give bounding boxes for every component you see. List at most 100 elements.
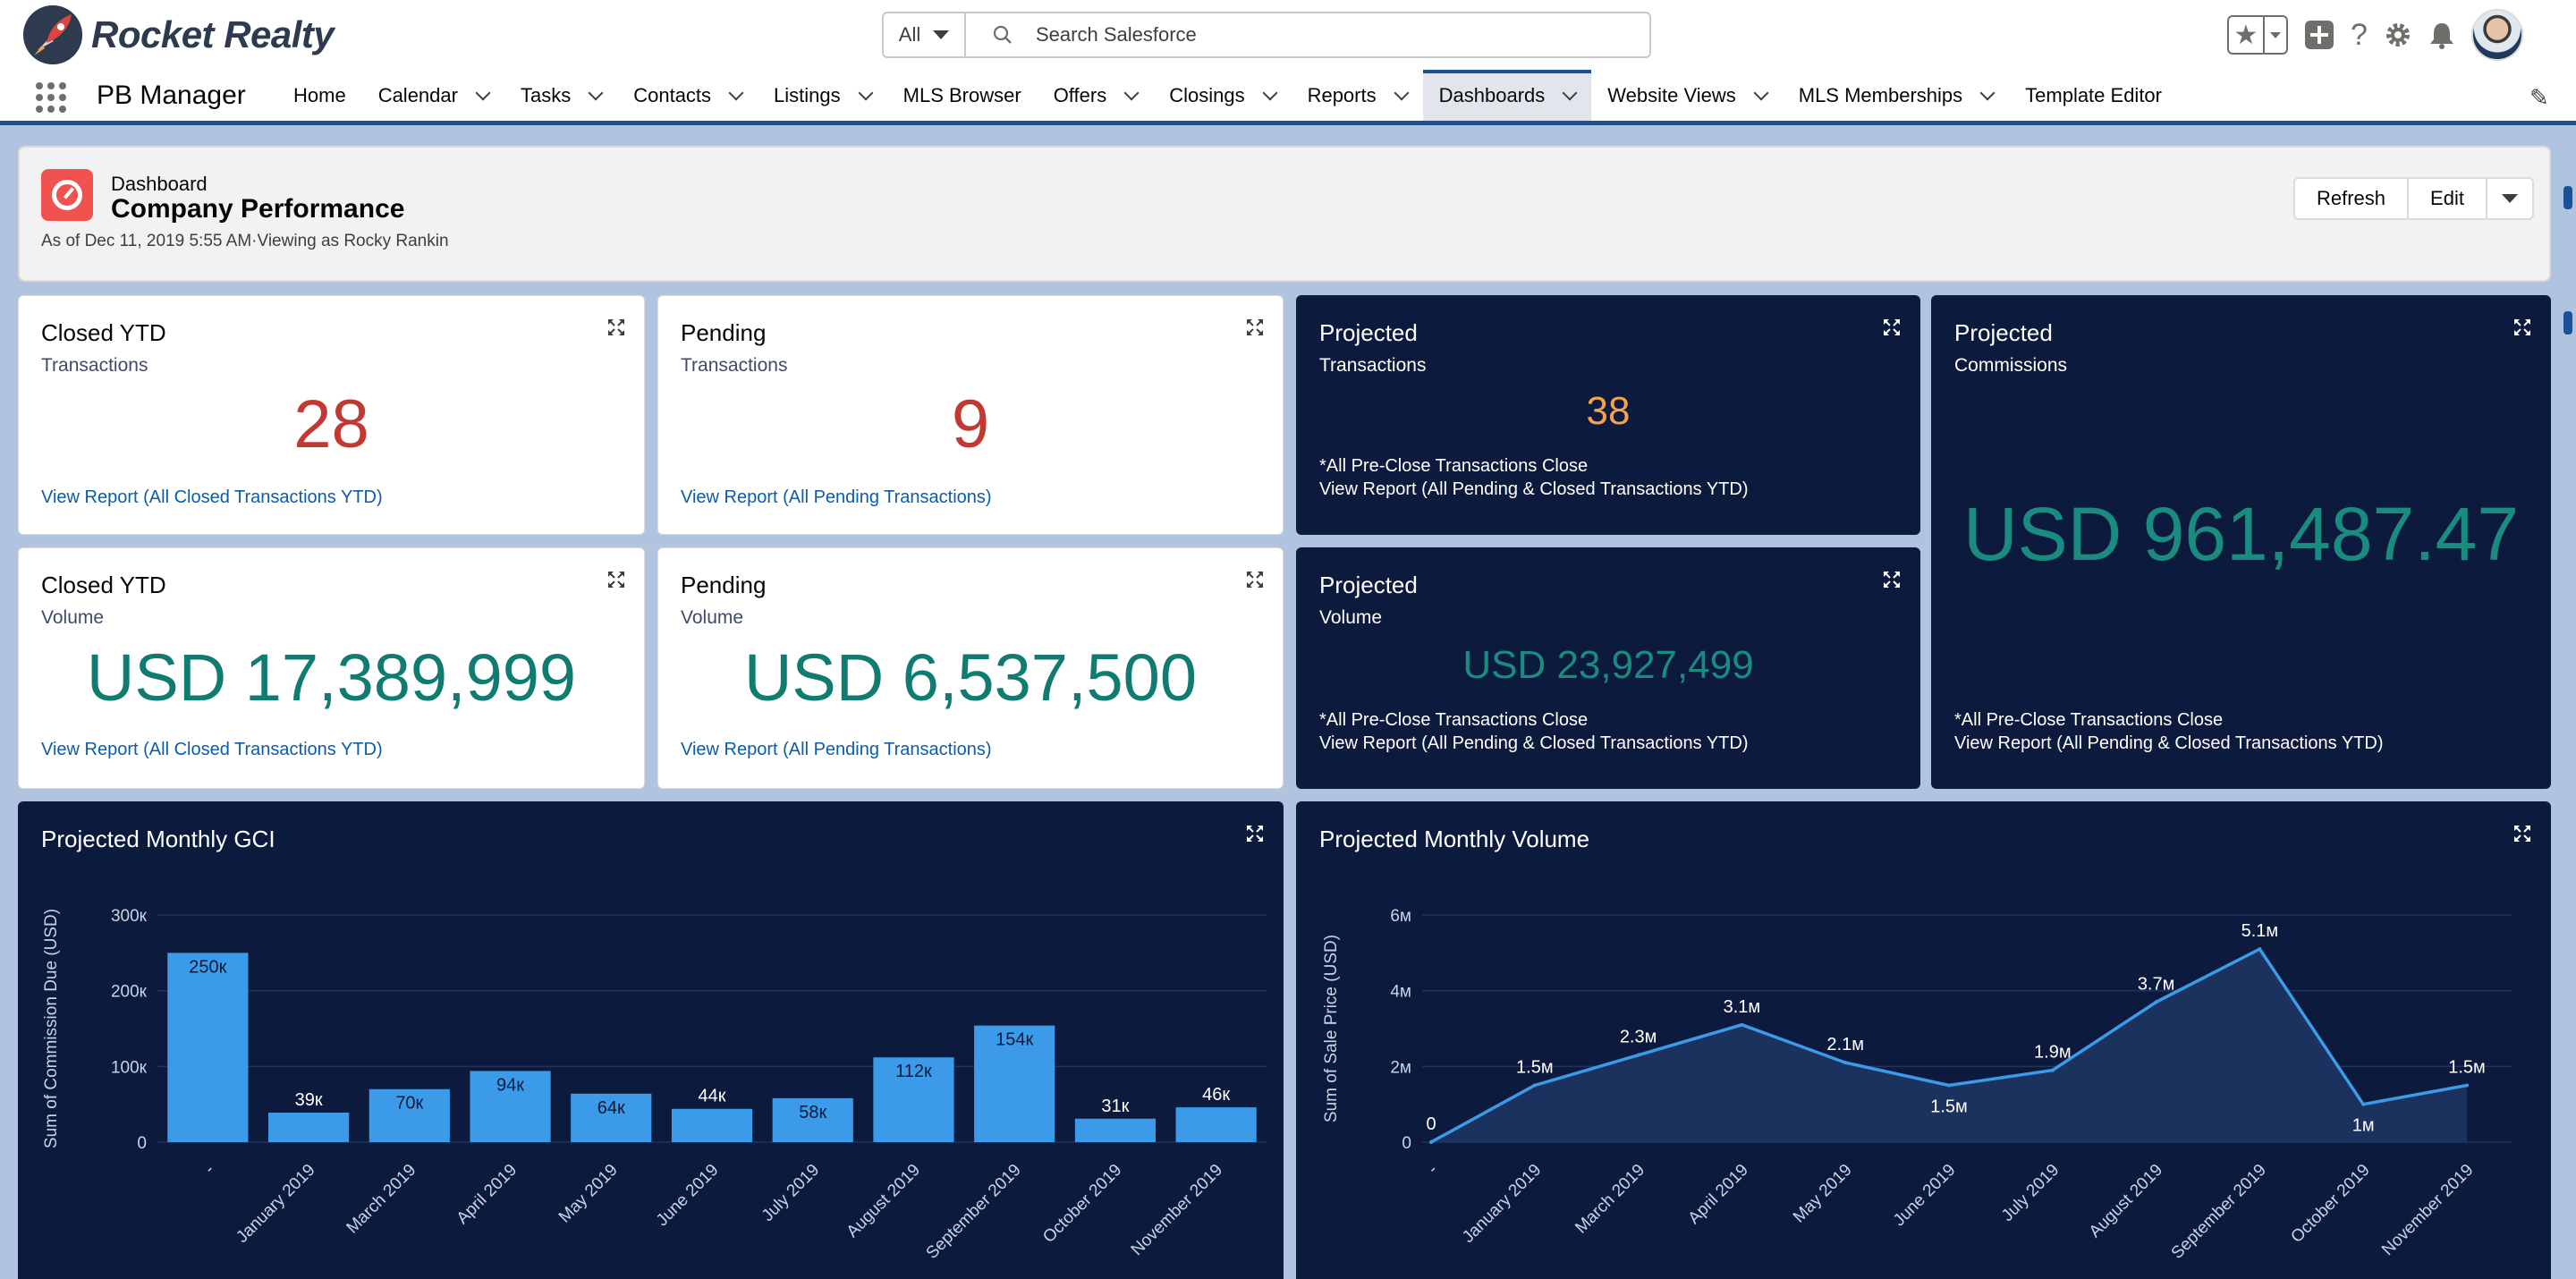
chevron-down-icon[interactable] [858, 85, 874, 100]
chart-title: Projected Monthly GCI [41, 826, 275, 852]
metric-value[interactable]: 9 [951, 386, 990, 462]
view-report-link[interactable]: View Report (All Pending Transactions) [681, 740, 992, 759]
search-icon [993, 25, 1012, 44]
nav-item-website-views[interactable]: Website Views [1591, 70, 1782, 121]
app-launcher-icon[interactable] [36, 82, 66, 113]
nav-item-contacts[interactable]: Contacts [617, 70, 758, 121]
chevron-down-icon[interactable] [728, 85, 744, 100]
x-tick-label: April 2019 [453, 1161, 521, 1228]
metric-value[interactable]: 28 [293, 386, 369, 462]
view-report-link[interactable]: View Report (All Closed Transactions YTD… [41, 487, 383, 507]
chevron-down-icon[interactable] [1562, 85, 1578, 100]
view-report-link[interactable]: View Report (All Closed Transactions YTD… [41, 740, 383, 759]
expand-icon[interactable] [1245, 824, 1265, 843]
nav-item-label: Offers [1053, 83, 1107, 106]
brand-logo[interactable]: Rocket Realty [23, 5, 335, 64]
x-tick-label: - [201, 1161, 218, 1178]
y-tick-label: 0 [1402, 1134, 1411, 1153]
search-scope-select[interactable]: All [884, 13, 966, 56]
expand-icon[interactable] [2512, 824, 2532, 843]
widget-closed-ytd-volume: Closed YTD Volume USD 17,389,999 View Re… [18, 547, 645, 789]
x-tick-label: January 2019 [233, 1161, 318, 1247]
expand-icon[interactable] [606, 318, 626, 337]
nav-item-mls-memberships[interactable]: MLS Memberships [1783, 70, 2009, 121]
widget-projected-volume: Projected Volume USD 23,927,499 *All Pre… [1296, 547, 1920, 789]
chart-title: Projected Monthly Volume [1319, 826, 1590, 852]
nav-item-label: Tasks [520, 83, 572, 106]
bar-chart[interactable]: 0 100к 200к 300к Sum of Commission Due (USD)… [19, 802, 1284, 1279]
nav-item-home[interactable]: Home [277, 70, 362, 121]
bar-data-label: 70к [395, 1094, 423, 1114]
widget-subtitle: Transactions [41, 355, 148, 376]
nav-item-dashboards[interactable]: Dashboards [1422, 70, 1592, 121]
widget-subtitle: Volume [41, 607, 105, 628]
metric-value[interactable]: USD 6,537,500 [743, 640, 1197, 715]
view-report-link[interactable]: View Report (All Pending & Closed Transa… [1954, 733, 2384, 753]
view-report-link[interactable]: View Report (All Pending Transactions) [681, 487, 992, 507]
refresh-button[interactable]: Refresh [2295, 179, 2410, 218]
nav-item-reports[interactable]: Reports [1292, 70, 1423, 121]
chevron-down-icon[interactable] [588, 85, 604, 100]
x-tick-label: June 2019 [1890, 1161, 1960, 1231]
area-chart[interactable]: 0 2м 4м 6м Sum of Sale Price (USD) 0 1.5м 2.3м 3… [1297, 802, 2552, 1279]
widget-subtitle: Transactions [1319, 355, 1427, 376]
metric-value[interactable]: USD 17,389,999 [86, 640, 577, 715]
user-avatar[interactable] [2470, 9, 2523, 61]
setup-button[interactable] [2384, 21, 2412, 49]
expand-icon[interactable] [1882, 318, 1902, 337]
chevron-down-icon[interactable] [1979, 85, 1996, 100]
point-data-label: 3.7м [2138, 974, 2175, 994]
caret-down-icon [2265, 31, 2286, 38]
nav-item-calendar[interactable]: Calendar [362, 70, 504, 121]
edit-button[interactable]: Edit [2409, 179, 2487, 218]
view-report-link[interactable]: View Report (All Pending & Closed Transa… [1319, 479, 1749, 499]
help-button[interactable]: ? [2351, 18, 2368, 53]
bar-data-label: 112к [895, 1062, 932, 1081]
bar-data-label: 154к [996, 1030, 1033, 1050]
side-panel-toggle[interactable] [2560, 302, 2576, 343]
expand-icon[interactable] [2512, 318, 2532, 337]
metric-value[interactable]: USD 961,487.47 [1962, 492, 2520, 576]
nav-item-closings[interactable]: Closings [1153, 70, 1291, 121]
nav-item-tasks[interactable]: Tasks [504, 70, 617, 121]
app-name: PB Manager [97, 80, 246, 110]
favorites-button[interactable]: ★ [2227, 15, 2288, 55]
expand-icon[interactable] [1245, 318, 1265, 337]
chevron-down-icon[interactable] [1262, 85, 1278, 100]
bar-data-label: 46к [1202, 1085, 1230, 1105]
x-tick-label: August 2019 [2086, 1161, 2166, 1241]
metric-value[interactable]: USD 23,927,499 [1462, 643, 1754, 687]
expand-icon[interactable] [1245, 570, 1265, 589]
chevron-down-icon[interactable] [1753, 85, 1769, 100]
nav-item-template-editor[interactable]: Template Editor [2009, 70, 2178, 121]
y-tick-label: 6м [1390, 907, 1411, 926]
global-actions-button[interactable] [2304, 20, 2334, 50]
point-data-label: 2.3м [1620, 1028, 1657, 1047]
notifications-button[interactable] [2428, 21, 2455, 49]
dashboard-icon [41, 169, 93, 221]
bar-data-label: 250к [189, 957, 226, 977]
y-tick-label: 4м [1390, 983, 1411, 1002]
view-report-link[interactable]: View Report (All Pending & Closed Transa… [1319, 733, 1749, 753]
nav-item-offers[interactable]: Offers [1038, 70, 1154, 121]
nav-item-mls-browser[interactable]: MLS Browser [887, 70, 1038, 121]
dashboard-title: Company Performance [111, 194, 405, 224]
side-panel-toggle[interactable] [2560, 177, 2576, 218]
widget-title: Projected [1954, 319, 2053, 346]
data-point [1636, 1053, 1640, 1057]
expand-icon[interactable] [1882, 570, 1902, 589]
x-tick-label: September 2019 [923, 1161, 1025, 1263]
y-tick-label: 200к [111, 983, 148, 1002]
widget-title: Closed YTD [41, 319, 166, 346]
global-header: Rocket Realty All ★ ? [0, 0, 2576, 70]
chevron-down-icon[interactable] [1123, 85, 1140, 100]
expand-icon[interactable] [606, 570, 626, 589]
edit-nav-icon[interactable]: ✎ [2529, 84, 2549, 111]
chevron-down-icon[interactable] [475, 85, 491, 100]
search-input[interactable] [1036, 23, 1572, 47]
chevron-down-icon[interactable] [1394, 85, 1410, 100]
more-actions-button[interactable] [2487, 179, 2532, 218]
y-tick-label: 100к [111, 1058, 148, 1077]
metric-value[interactable]: 38 [1586, 389, 1631, 433]
nav-item-listings[interactable]: Listings [758, 70, 887, 121]
